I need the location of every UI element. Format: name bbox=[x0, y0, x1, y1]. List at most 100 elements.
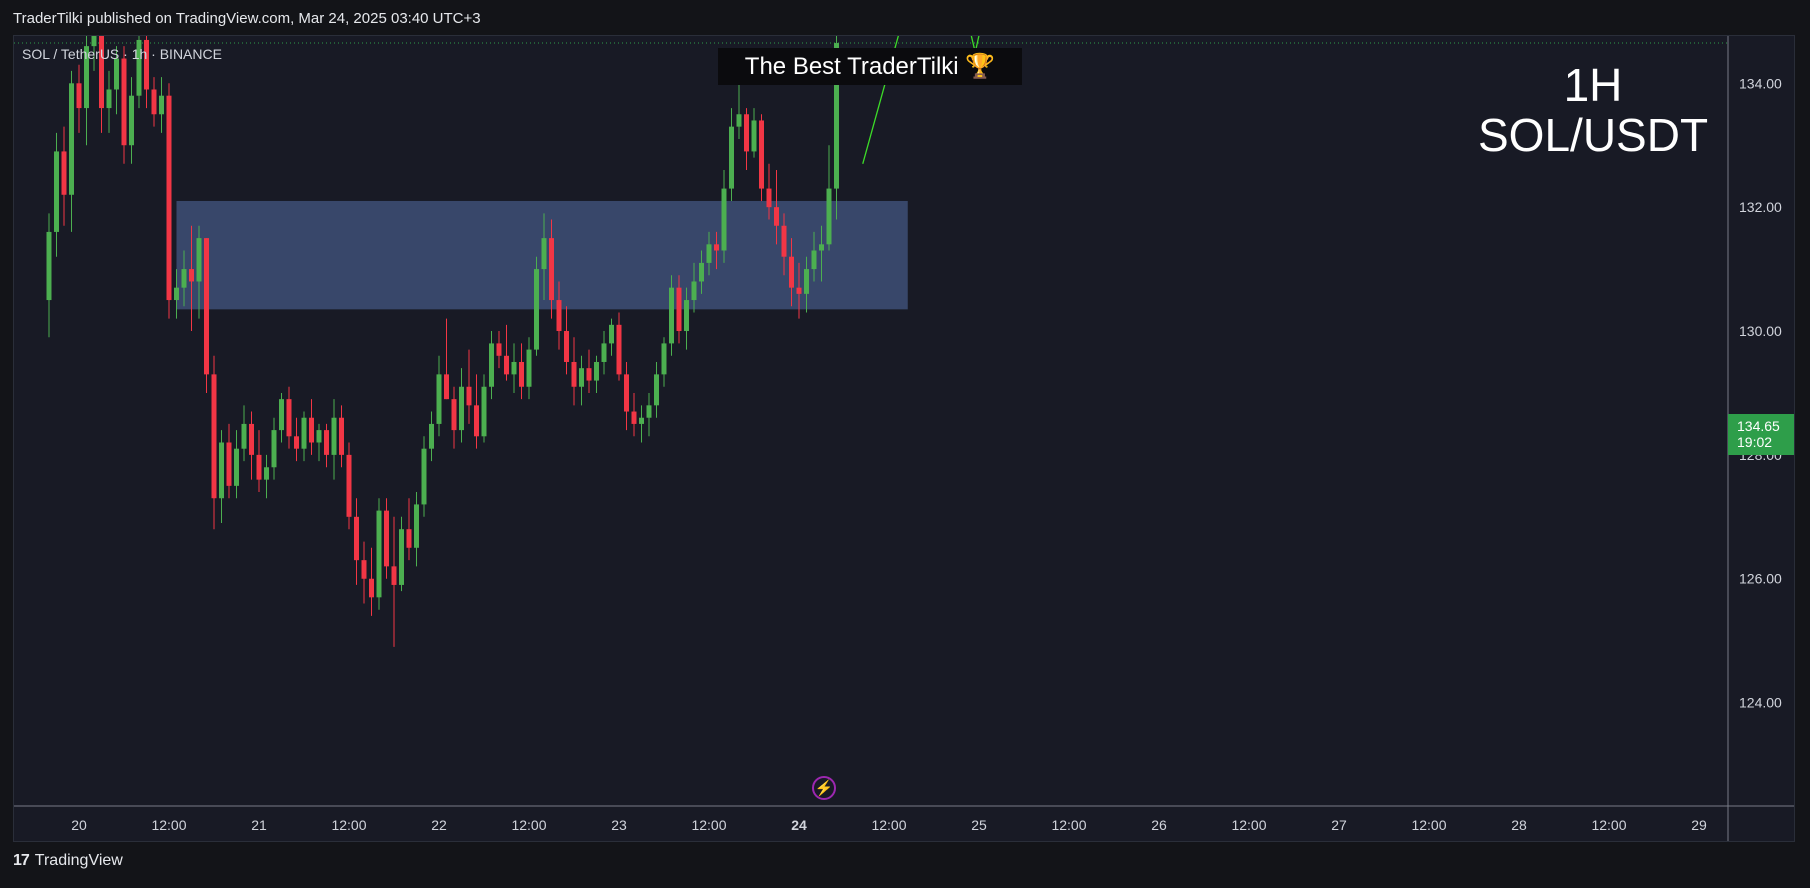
candle-body bbox=[804, 269, 809, 294]
candle-body bbox=[376, 510, 382, 598]
candle-body bbox=[241, 423, 247, 449]
candle-body bbox=[414, 504, 419, 548]
candle-body bbox=[766, 188, 772, 208]
candle-body bbox=[234, 448, 239, 486]
candle-body bbox=[219, 442, 224, 499]
x-tick-label: 26 bbox=[1151, 817, 1167, 833]
candle-body bbox=[586, 368, 592, 381]
x-tick-label: 12:00 bbox=[151, 817, 186, 833]
candle-body bbox=[781, 225, 787, 257]
candle-body bbox=[339, 417, 344, 455]
candle-body bbox=[54, 151, 59, 232]
tradingview-brand: TradingView bbox=[34, 852, 123, 869]
candle-body bbox=[676, 287, 682, 332]
y-tick-label: 130.00 bbox=[1739, 323, 1782, 339]
x-tick-label: 21 bbox=[251, 817, 267, 833]
candle-body bbox=[84, 46, 89, 109]
x-tick-label: 12:00 bbox=[691, 817, 726, 833]
x-tick-label: 12:00 bbox=[1411, 817, 1446, 833]
candle-body bbox=[579, 368, 584, 387]
candle-body bbox=[309, 417, 314, 443]
candle-body bbox=[249, 423, 254, 455]
candle-body bbox=[114, 58, 119, 90]
x-tick-label: 12:00 bbox=[1051, 817, 1086, 833]
tradingview-footer[interactable]: 17 TradingView bbox=[13, 852, 123, 870]
last-price-tag: 134.65 19:02 bbox=[1728, 414, 1794, 455]
candle-body bbox=[759, 120, 764, 189]
candle-body bbox=[811, 250, 817, 270]
candle-body bbox=[129, 95, 134, 146]
candle-body bbox=[826, 188, 832, 245]
candle-body bbox=[834, 43, 839, 189]
y-tick-label: 132.00 bbox=[1739, 199, 1782, 215]
candle-body bbox=[661, 343, 667, 375]
candle-body bbox=[286, 399, 292, 437]
candle-body bbox=[189, 269, 194, 282]
candle-body bbox=[324, 430, 329, 455]
candle-body bbox=[721, 188, 727, 251]
x-tick-label: 12:00 bbox=[1231, 817, 1266, 833]
candle-body bbox=[489, 343, 494, 387]
candle-body bbox=[256, 454, 262, 480]
candle-body bbox=[61, 151, 67, 195]
published-header: TraderTilki published on TradingView.com… bbox=[0, 0, 1810, 34]
candle-body bbox=[504, 355, 509, 375]
candle-body bbox=[399, 529, 404, 585]
candle-body bbox=[789, 256, 794, 288]
x-tick-label: 28 bbox=[1511, 817, 1527, 833]
candlestick-chart[interactable]: 124.00126.00128.00130.00132.00134.00136.… bbox=[14, 36, 1795, 842]
candle-body bbox=[204, 238, 209, 375]
candle-body bbox=[459, 386, 464, 431]
symbol-legend[interactable]: SOL / TetherUS · 1h · BINANCE bbox=[22, 46, 222, 62]
candle-body bbox=[556, 300, 562, 332]
candle-countdown: 19:02 bbox=[1737, 434, 1773, 450]
x-tick-label: 25 bbox=[971, 817, 987, 833]
candle-body bbox=[151, 89, 157, 115]
candle-body bbox=[421, 448, 427, 505]
candle-body bbox=[91, 36, 97, 47]
candle-body bbox=[819, 244, 824, 251]
x-tick-label: 27 bbox=[1331, 817, 1347, 833]
candle-body bbox=[796, 287, 802, 294]
candle-body bbox=[466, 386, 472, 406]
candle-body bbox=[616, 324, 622, 375]
candle-body bbox=[624, 374, 629, 412]
candle-body bbox=[549, 238, 554, 301]
candle-body bbox=[196, 238, 202, 282]
candle-body bbox=[301, 417, 307, 449]
candle-body bbox=[279, 399, 284, 431]
candle-body bbox=[316, 430, 322, 443]
candle-body bbox=[541, 238, 547, 270]
candle-body bbox=[609, 324, 614, 344]
candle-body bbox=[631, 411, 637, 424]
candle-body bbox=[121, 58, 127, 146]
candle-body bbox=[684, 300, 689, 332]
candle-body bbox=[481, 386, 487, 437]
x-tick-label: 22 bbox=[431, 817, 447, 833]
candle-body bbox=[534, 269, 539, 350]
candle-body bbox=[76, 83, 82, 109]
candle-body bbox=[271, 430, 277, 468]
candle-body bbox=[646, 405, 652, 418]
chart-title: 1H SOL/USDT bbox=[1478, 60, 1708, 160]
candle-body bbox=[639, 417, 644, 424]
last-price-value: 134.65 bbox=[1737, 418, 1780, 434]
lightning-icon[interactable]: ⚡ bbox=[812, 776, 836, 800]
candle-body bbox=[264, 467, 269, 480]
y-tick-label: 126.00 bbox=[1739, 571, 1782, 587]
candle-body bbox=[744, 114, 749, 152]
candle-body bbox=[384, 510, 389, 567]
candle-body bbox=[669, 287, 674, 344]
candle-body bbox=[181, 269, 187, 288]
candle-body bbox=[714, 244, 719, 251]
candle-body bbox=[526, 349, 532, 387]
candle-body bbox=[159, 95, 164, 115]
candle-body bbox=[699, 262, 704, 282]
candle-body bbox=[436, 374, 442, 424]
chart-panel[interactable]: 124.00126.00128.00130.00132.00134.00136.… bbox=[13, 35, 1795, 842]
candle-body bbox=[226, 442, 232, 486]
timeframe-title: 1H bbox=[1563, 59, 1623, 111]
candle-body bbox=[69, 83, 74, 195]
candle-body bbox=[369, 578, 374, 598]
candle-body bbox=[519, 361, 524, 387]
